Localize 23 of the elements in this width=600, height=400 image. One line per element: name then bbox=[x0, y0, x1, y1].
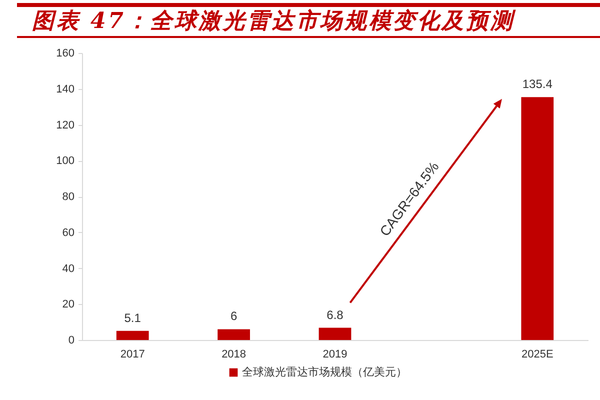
bar bbox=[318, 328, 352, 340]
x-tick-label: 2017 bbox=[120, 348, 145, 360]
y-tick-label: 100 bbox=[56, 155, 74, 168]
data-label: 6.8 bbox=[326, 308, 344, 322]
y-tick-label: 80 bbox=[62, 191, 74, 203]
bar bbox=[116, 330, 149, 340]
x-tick-label: 2019 bbox=[322, 348, 348, 360]
y-tick-label: 20 bbox=[62, 298, 74, 311]
chart-title: 图表 47：全球激光雷达市场规模变化及预测 bbox=[32, 7, 515, 36]
x-tick-label: 2025E bbox=[521, 348, 554, 360]
y-tick-label: 160 bbox=[56, 48, 74, 60]
bar bbox=[521, 97, 554, 340]
data-label: 6 bbox=[230, 309, 238, 324]
legend-label: 全球激光雷达市场规模（亿美元） bbox=[242, 366, 407, 378]
x-tick-label: 2018 bbox=[222, 348, 246, 360]
y-tick-label: 40 bbox=[62, 262, 74, 275]
y-tick-label: 60 bbox=[62, 226, 74, 239]
data-label: 135.4 bbox=[522, 77, 553, 92]
bar bbox=[218, 329, 250, 340]
y-tick-label: 120 bbox=[56, 119, 74, 132]
y-tick-label: 0 bbox=[68, 334, 74, 346]
data-label: 5.1 bbox=[124, 310, 142, 325]
y-tick-label: 140 bbox=[56, 83, 74, 96]
